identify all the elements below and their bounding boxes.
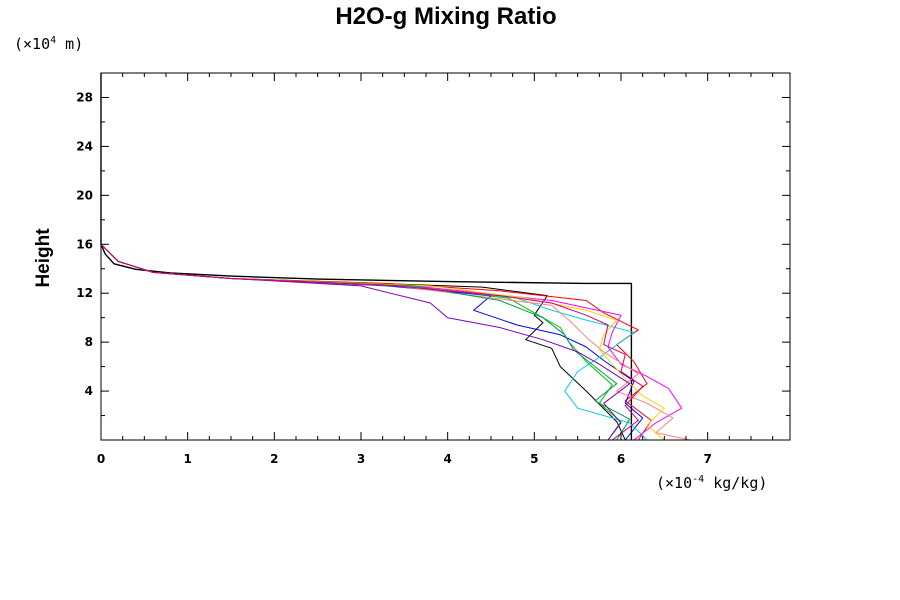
y-tick-label: 16 [76, 237, 93, 251]
x-tick-label: 2 [270, 452, 278, 466]
y-tick-label: 28 [76, 90, 93, 104]
chart-title: H2O-g Mixing Ratio [335, 3, 556, 30]
y-tick-label: 20 [76, 188, 93, 202]
y-tick-label: 8 [85, 335, 93, 349]
x-tick-label: 1 [183, 452, 191, 466]
x-tick-label: 4 [443, 452, 451, 466]
x-tick-label: 3 [357, 452, 365, 466]
x-tick-label: 7 [703, 452, 711, 466]
y-tick-label: 12 [76, 286, 93, 300]
y-tick-label: 24 [76, 139, 93, 153]
series-layer [100, 73, 691, 441]
series-line [100, 73, 633, 440]
x-tick-label: 5 [530, 452, 538, 466]
x-tick-label: 6 [617, 452, 625, 466]
plot-frame [100, 72, 791, 441]
x-unit-label: (×10-4 kg/kg) [656, 474, 767, 492]
series-line [100, 243, 644, 441]
x-tick-label: 0 [97, 452, 105, 466]
y-axis-label: Height [33, 228, 54, 288]
y-unit-label: (×104 m) [14, 35, 83, 53]
y-tick-label: 4 [85, 384, 93, 398]
